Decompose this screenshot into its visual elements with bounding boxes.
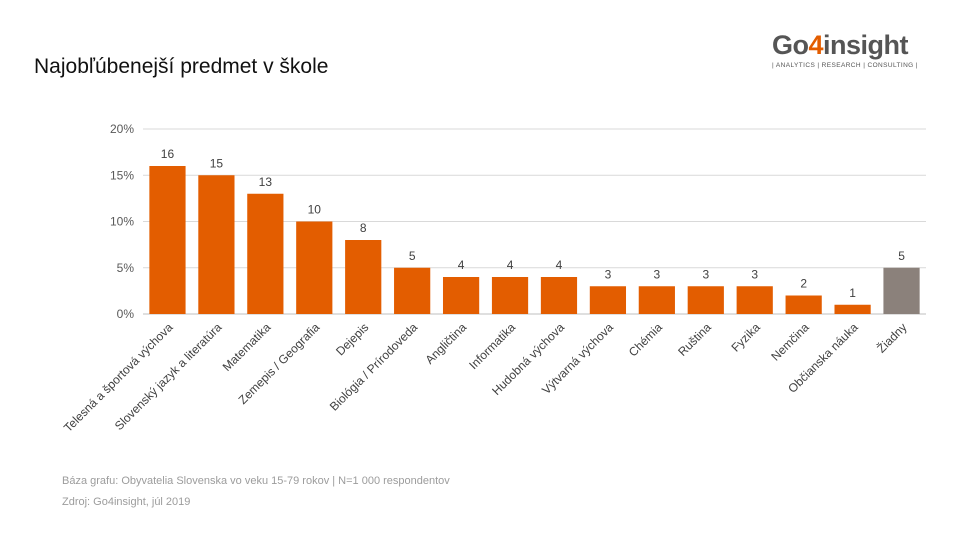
logo-text-digit: 4 <box>808 30 824 60</box>
y-tick-label: 20% <box>110 122 134 136</box>
data-label: 1 <box>849 286 856 300</box>
y-tick-label: 10% <box>110 215 134 229</box>
data-label: 5 <box>898 249 905 263</box>
y-tick-label: 5% <box>117 261 135 275</box>
bar <box>589 286 627 314</box>
bar <box>736 286 773 314</box>
x-tick-label: Žiadny <box>874 320 910 356</box>
bar <box>491 277 529 314</box>
bar <box>247 193 284 314</box>
bar <box>638 286 675 314</box>
logo-tagline: | ANALYTICS | RESEARCH | CONSULTING | <box>772 62 918 69</box>
x-tick-label: Dejepis <box>333 320 371 358</box>
bar <box>149 166 186 314</box>
data-label: 4 <box>556 258 563 272</box>
data-label: 3 <box>751 267 758 281</box>
data-label: 2 <box>800 277 807 291</box>
bar <box>345 240 382 314</box>
y-tick-label: 0% <box>117 307 135 321</box>
data-label: 4 <box>507 258 514 272</box>
data-label: 10 <box>308 203 322 217</box>
data-label: 15 <box>210 156 224 170</box>
page-title: Najobľúbenejší predmet v škole <box>34 55 329 78</box>
data-label: 16 <box>161 147 175 161</box>
x-tick-label: Nemčina <box>768 320 812 364</box>
data-label: 4 <box>458 258 465 272</box>
chart-bars <box>149 166 920 314</box>
y-axis-tick-labels: 0% 5% 10% 15% 20% <box>110 122 134 321</box>
bar <box>394 267 431 314</box>
bar <box>296 221 333 314</box>
bar <box>687 286 724 314</box>
data-label: 3 <box>605 267 612 281</box>
data-label: 5 <box>409 249 416 263</box>
logo-text-a: Go <box>772 30 809 60</box>
bar <box>442 277 480 314</box>
data-label: 13 <box>259 175 273 189</box>
x-tick-label: Zemepis / Geografia <box>236 320 323 407</box>
bar <box>785 295 822 314</box>
x-tick-label: Angličtina <box>423 320 470 367</box>
logo-wordmark: Go4insight <box>772 30 932 60</box>
x-tick-label: Ruština <box>675 320 714 359</box>
go4insight-logo: Go4insight | ANALYTICS | RESEARCH | CONS… <box>772 30 932 74</box>
x-tick-label: Biológia / Prírodoveda <box>327 320 421 414</box>
x-tick-label: Informatika <box>466 320 518 372</box>
data-label: 3 <box>702 267 709 281</box>
data-label: 3 <box>654 267 661 281</box>
logo-text-b: insight <box>823 30 909 60</box>
bar <box>540 277 578 314</box>
y-tick-label: 15% <box>110 168 134 182</box>
chart-base-note: Báza grafu: Obyvatelia Slovenska vo veku… <box>62 475 450 487</box>
bar <box>198 175 235 314</box>
chart-source-note: Zdroj: Go4insight, júl 2019 <box>62 496 191 508</box>
data-label: 8 <box>360 221 367 235</box>
x-tick-label: Fyzika <box>728 320 763 355</box>
bar <box>834 304 871 314</box>
x-tick-label: Chémia <box>626 320 665 359</box>
bar <box>883 267 920 314</box>
